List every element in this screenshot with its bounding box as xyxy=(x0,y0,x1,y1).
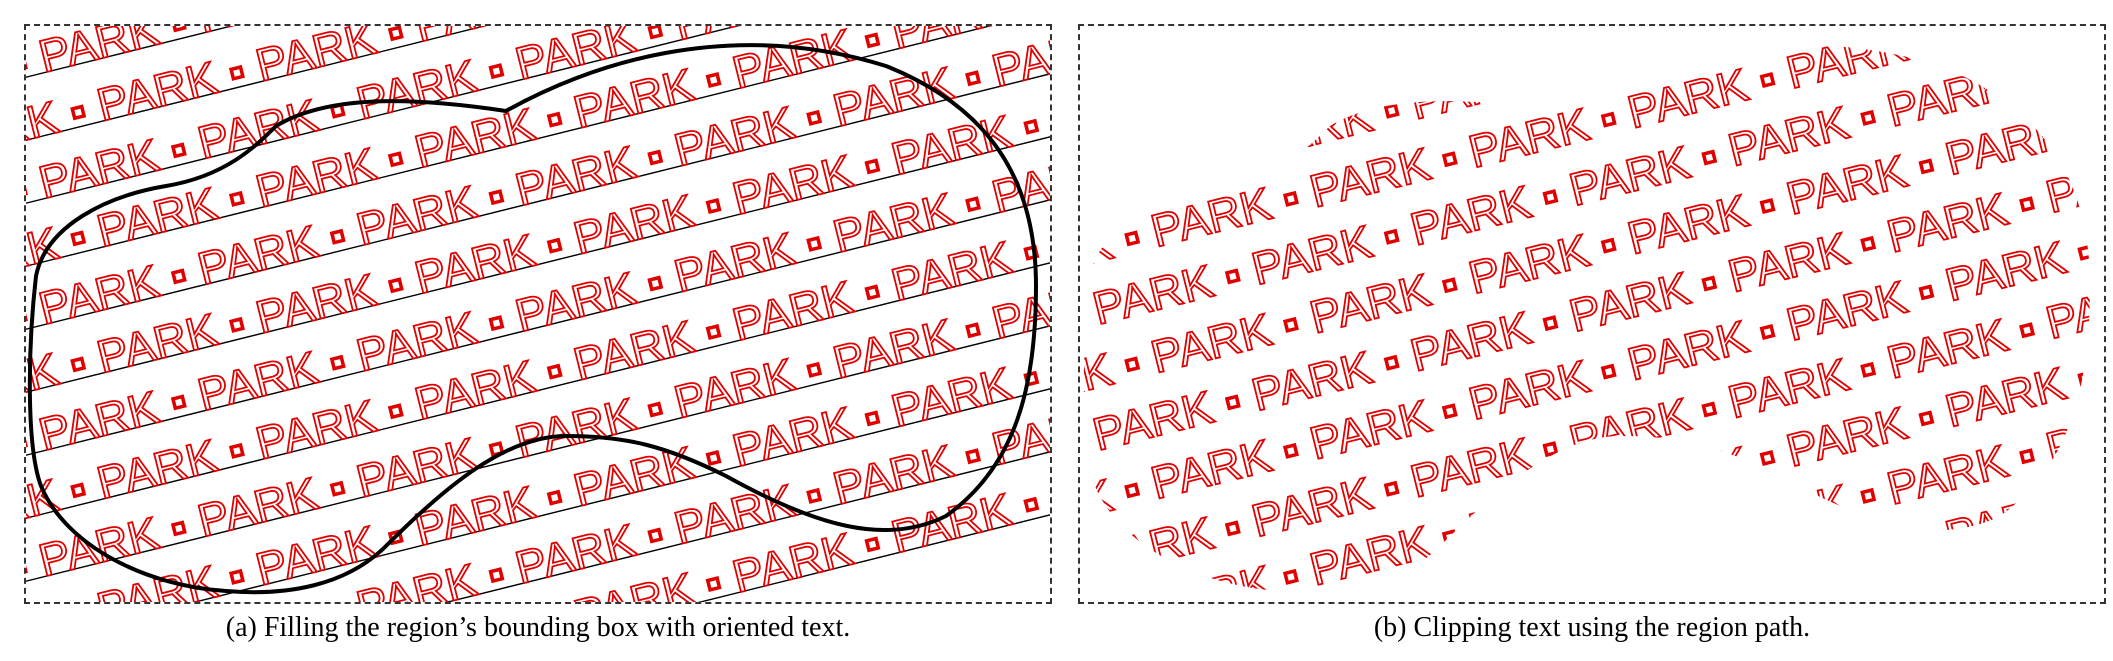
caption-a: (a) Filling the region’s bounding box wi… xyxy=(225,612,851,643)
baseline xyxy=(26,26,1050,153)
panel-b-clipped-region: PARK ▫ PARK ▫ PARK ▫ PARK ▫ PARK ▫ PARK … xyxy=(1078,24,2106,604)
region-outline xyxy=(27,43,1039,595)
baseline xyxy=(26,26,1050,405)
clipped-text-rows: PARK ▫ PARK ▫ PARK ▫ PARK ▫ PARK ▫ PARK … xyxy=(1080,26,2104,592)
park-text-row: PARK ▫ PARK ▫ PARK ▫ PARK ▫ PARK ▫ PARK … xyxy=(1080,26,2104,36)
baseline xyxy=(26,263,1050,602)
baseline xyxy=(26,26,1050,468)
panel-a-canvas: PARK ▫ PARK ▫ PARK ▫ PARK ▫ PARK ▫ PARK … xyxy=(26,26,1050,602)
panel-b-canvas: PARK ▫ PARK ▫ PARK ▫ PARK ▫ PARK ▫ PARK … xyxy=(1080,26,2104,592)
baseline xyxy=(26,26,1050,342)
baseline xyxy=(26,26,1050,594)
baseline xyxy=(26,26,1050,279)
text-row: PARK ▫ PARK ▫ PARK ▫ PARK ▫ PARK ▫ PARK … xyxy=(1080,26,2104,36)
panel-a-bounding-box: PARK ▫ PARK ▫ PARK ▫ PARK ▫ PARK ▫ PARK … xyxy=(24,24,1052,604)
baseline xyxy=(26,137,1050,602)
baseline xyxy=(26,26,1050,216)
caption-b: (b) Clipping text using the region path. xyxy=(1373,612,1811,643)
baseline xyxy=(26,26,1050,531)
oriented-text-rows: PARK ▫ PARK ▫ PARK ▫ PARK ▫ PARK ▫ PARK … xyxy=(26,26,1050,602)
baseline xyxy=(26,200,1050,602)
